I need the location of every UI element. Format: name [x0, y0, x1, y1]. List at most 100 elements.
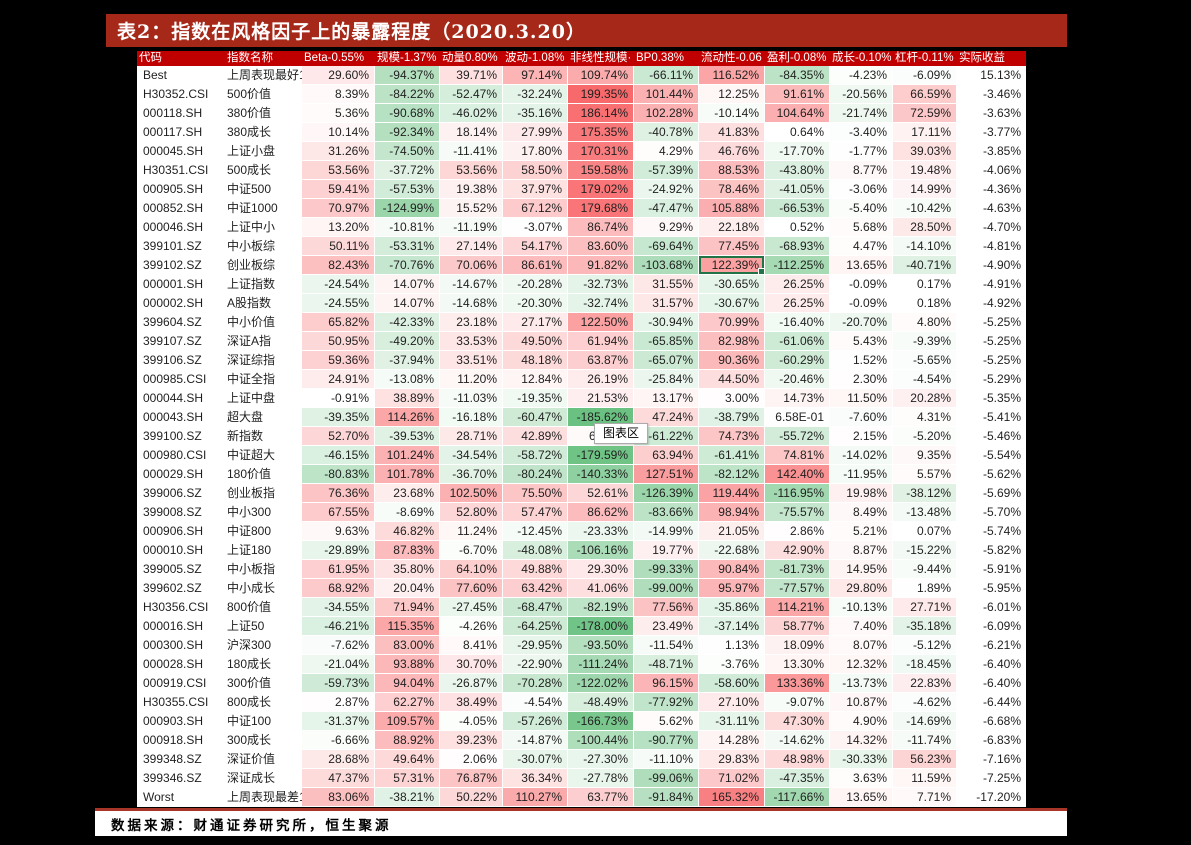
cell-code[interactable]: 000043.SH — [143, 410, 204, 424]
cell-factor-value[interactable]: -57.39% — [634, 161, 699, 180]
cell-actual-return[interactable]: -5.74% — [957, 522, 1026, 541]
cell-factor-value[interactable]: -61.22% — [634, 427, 699, 446]
cell-factor-value[interactable]: 29.83% — [699, 750, 765, 769]
cell-factor-value[interactable]: 29.80% — [830, 579, 893, 598]
cell-factor-value[interactable]: -47.47% — [634, 199, 699, 218]
cell-factor-value[interactable]: 101.44% — [634, 85, 699, 104]
cell-factor-value[interactable]: -38.21% — [375, 788, 440, 807]
cell-factor-value[interactable]: -0.09% — [830, 294, 893, 313]
cell-factor-value[interactable]: 39.03% — [893, 142, 957, 161]
cell-factor-value[interactable]: 97.14% — [503, 66, 568, 85]
cell-factor-value[interactable]: -26.87% — [440, 674, 503, 693]
cell-factor-value[interactable]: 75.50% — [503, 484, 568, 503]
cell-factor-value[interactable]: 98.94% — [699, 503, 765, 522]
cell-factor-value[interactable]: 26.25% — [765, 275, 830, 294]
cell-actual-return[interactable]: -6.01% — [957, 598, 1026, 617]
cell-factor-value[interactable]: 27.71% — [893, 598, 957, 617]
cell-factor-value[interactable]: 47.24% — [634, 408, 699, 427]
cell-factor-value[interactable]: 86.61% — [503, 256, 568, 275]
cell-factor-value[interactable]: -48.71% — [634, 655, 699, 674]
cell-factor-value[interactable]: 17.11% — [893, 123, 957, 142]
cell-factor-value[interactable]: 114.21% — [765, 598, 830, 617]
cell-factor-value[interactable]: -46.15% — [302, 446, 375, 465]
cell-actual-return[interactable]: -4.92% — [957, 294, 1026, 313]
column-header[interactable]: 波动-1.08% — [505, 52, 565, 64]
cell-code[interactable]: 000906.SH — [143, 524, 204, 538]
cell-code[interactable]: 000918.SH — [143, 733, 204, 747]
cell-factor-value[interactable]: -39.35% — [302, 408, 375, 427]
cell-factor-value[interactable]: 83.60% — [568, 237, 634, 256]
cell-factor-value[interactable]: 4.80% — [893, 313, 957, 332]
cell-index-name[interactable]: 中证全指 — [227, 372, 276, 386]
cell-factor-value[interactable]: 14.32% — [830, 731, 893, 750]
cell-factor-value[interactable]: -69.64% — [634, 237, 699, 256]
cell-actual-return[interactable]: -5.25% — [957, 332, 1026, 351]
cell-factor-value[interactable]: 67.12% — [503, 199, 568, 218]
cell-factor-value[interactable]: -27.78% — [568, 769, 634, 788]
cell-factor-value[interactable]: -81.73% — [765, 560, 830, 579]
cell-index-name[interactable]: 300成长 — [227, 733, 272, 747]
cell-index-name[interactable]: 上周表现最好1 — [227, 68, 302, 82]
cell-factor-value[interactable]: -117.66% — [765, 788, 830, 807]
cell-code[interactable]: 000117.SH — [143, 125, 203, 139]
cell-factor-value[interactable]: -106.16% — [568, 541, 634, 560]
cell-factor-value[interactable]: 29.30% — [568, 560, 634, 579]
cell-factor-value[interactable]: 105.88% — [699, 199, 765, 218]
cell-factor-value[interactable]: -3.06% — [830, 180, 893, 199]
cell-factor-value[interactable]: 19.77% — [634, 541, 699, 560]
cell-factor-value[interactable]: -42.33% — [375, 313, 440, 332]
cell-actual-return[interactable]: -3.46% — [957, 85, 1026, 104]
cell-factor-value[interactable]: 52.70% — [302, 427, 375, 446]
cell-actual-return[interactable]: -6.40% — [957, 655, 1026, 674]
cell-factor-value[interactable]: 63.42% — [503, 579, 568, 598]
cell-factor-value[interactable]: 2.30% — [830, 370, 893, 389]
cell-factor-value[interactable]: 102.28% — [634, 104, 699, 123]
cell-factor-value[interactable]: 96.15% — [634, 674, 699, 693]
cell-factor-value[interactable]: 18.14% — [440, 123, 503, 142]
cell-factor-value[interactable]: 19.98% — [830, 484, 893, 503]
cell-factor-value[interactable]: 21.53% — [568, 389, 634, 408]
cell-factor-value[interactable]: -70.76% — [375, 256, 440, 275]
cell-factor-value[interactable]: 27.14% — [440, 237, 503, 256]
cell-code[interactable]: H30356.CSI — [143, 600, 209, 614]
cell-factor-value[interactable]: -24.92% — [634, 180, 699, 199]
cell-factor-value[interactable]: -37.72% — [375, 161, 440, 180]
cell-factor-value[interactable]: -10.14% — [699, 104, 765, 123]
cell-factor-value[interactable]: 11.24% — [440, 522, 503, 541]
cell-factor-value[interactable]: -60.29% — [765, 351, 830, 370]
cell-factor-value[interactable]: 10.87% — [830, 693, 893, 712]
cell-actual-return[interactable]: -6.68% — [957, 712, 1026, 731]
cell-code[interactable]: 399006.SZ — [143, 486, 202, 500]
cell-factor-value[interactable]: 91.82% — [568, 256, 634, 275]
cell-factor-value[interactable]: 10.14% — [302, 123, 375, 142]
cell-factor-value[interactable]: 46.82% — [375, 522, 440, 541]
cell-actual-return[interactable]: -5.82% — [957, 541, 1026, 560]
cell-factor-value[interactable]: 30.70% — [440, 655, 503, 674]
cell-factor-value[interactable]: 54.17% — [503, 237, 568, 256]
cell-factor-value[interactable]: -61.06% — [765, 332, 830, 351]
cell-factor-value[interactable]: -59.73% — [302, 674, 375, 693]
cell-factor-value[interactable]: 170.31% — [568, 142, 634, 161]
cell-factor-value[interactable]: 1.89% — [893, 579, 957, 598]
cell-code[interactable]: 000905.SH — [143, 182, 204, 196]
cell-factor-value[interactable]: -82.12% — [699, 465, 765, 484]
cell-factor-value[interactable]: -14.68% — [440, 294, 503, 313]
cell-index-name[interactable]: 380价值 — [227, 106, 272, 120]
cell-factor-value[interactable]: -4.05% — [440, 712, 503, 731]
cell-factor-value[interactable]: -16.18% — [440, 408, 503, 427]
cell-factor-value[interactable]: -0.91% — [302, 389, 375, 408]
cell-factor-value[interactable]: -35.86% — [699, 598, 765, 617]
cell-factor-value[interactable]: 14.95% — [830, 560, 893, 579]
cell-actual-return[interactable]: -5.91% — [957, 560, 1026, 579]
cell-factor-value[interactable]: 0.17% — [893, 275, 957, 294]
cell-factor-value[interactable]: 19.38% — [440, 180, 503, 199]
cell-index-name[interactable]: 中证超大 — [227, 448, 276, 462]
cell-factor-value[interactable]: -124.99% — [375, 199, 440, 218]
cell-factor-value[interactable]: 8.77% — [830, 161, 893, 180]
cell-factor-value[interactable]: -14.99% — [634, 522, 699, 541]
cell-factor-value[interactable]: 59.41% — [302, 180, 375, 199]
cell-factor-value[interactable]: -35.16% — [503, 104, 568, 123]
cell-factor-value[interactable]: -178.00% — [568, 617, 634, 636]
cell-code[interactable]: 000980.CSI — [143, 448, 207, 462]
cell-factor-value[interactable]: -92.34% — [375, 123, 440, 142]
